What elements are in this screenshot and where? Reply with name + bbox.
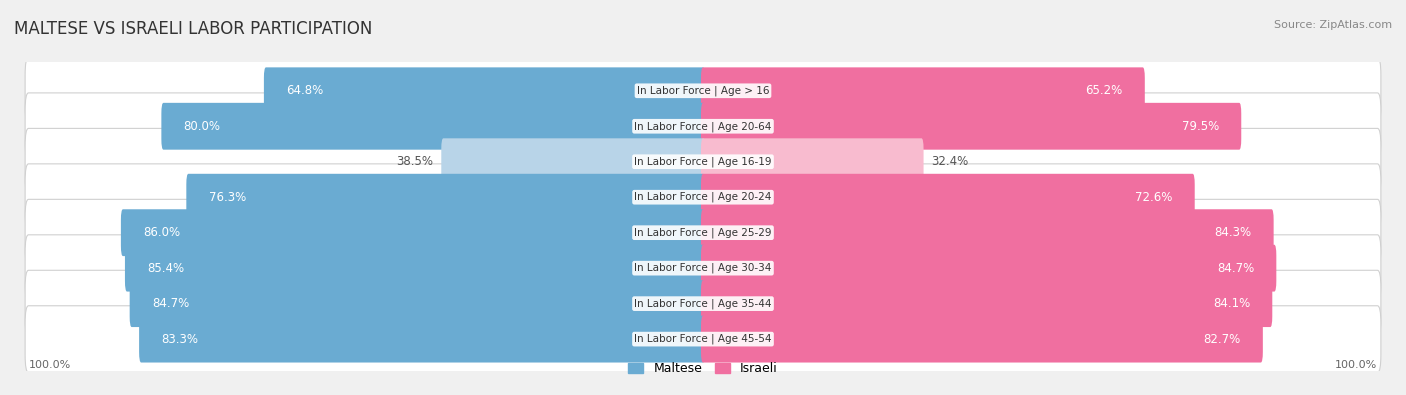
Text: 80.0%: 80.0%: [184, 120, 221, 133]
FancyBboxPatch shape: [139, 316, 704, 363]
Text: In Labor Force | Age 35-44: In Labor Force | Age 35-44: [634, 298, 772, 309]
FancyBboxPatch shape: [25, 93, 1381, 160]
FancyBboxPatch shape: [25, 164, 1381, 231]
Text: 32.4%: 32.4%: [932, 155, 969, 168]
FancyBboxPatch shape: [129, 280, 704, 327]
FancyBboxPatch shape: [702, 245, 1277, 292]
Text: 64.8%: 64.8%: [287, 84, 323, 97]
Text: 84.7%: 84.7%: [1216, 261, 1254, 275]
Text: 76.3%: 76.3%: [208, 191, 246, 204]
FancyBboxPatch shape: [25, 199, 1381, 266]
FancyBboxPatch shape: [25, 270, 1381, 337]
FancyBboxPatch shape: [702, 103, 1241, 150]
FancyBboxPatch shape: [125, 245, 704, 292]
FancyBboxPatch shape: [702, 280, 1272, 327]
Text: 100.0%: 100.0%: [28, 360, 70, 370]
Text: In Labor Force | Age 30-34: In Labor Force | Age 30-34: [634, 263, 772, 273]
Text: 84.3%: 84.3%: [1215, 226, 1251, 239]
FancyBboxPatch shape: [702, 68, 1144, 114]
FancyBboxPatch shape: [121, 209, 704, 256]
Text: In Labor Force | Age 25-29: In Labor Force | Age 25-29: [634, 228, 772, 238]
Text: 85.4%: 85.4%: [148, 261, 184, 275]
FancyBboxPatch shape: [25, 128, 1381, 195]
FancyBboxPatch shape: [702, 174, 1195, 221]
FancyBboxPatch shape: [702, 316, 1263, 363]
Text: MALTESE VS ISRAELI LABOR PARTICIPATION: MALTESE VS ISRAELI LABOR PARTICIPATION: [14, 20, 373, 38]
FancyBboxPatch shape: [25, 235, 1381, 301]
FancyBboxPatch shape: [187, 174, 704, 221]
Text: 83.3%: 83.3%: [162, 333, 198, 346]
Text: Source: ZipAtlas.com: Source: ZipAtlas.com: [1274, 20, 1392, 30]
Text: 84.1%: 84.1%: [1213, 297, 1250, 310]
Text: 86.0%: 86.0%: [143, 226, 180, 239]
Text: In Labor Force | Age > 16: In Labor Force | Age > 16: [637, 86, 769, 96]
Text: 38.5%: 38.5%: [396, 155, 433, 168]
Text: 65.2%: 65.2%: [1085, 84, 1122, 97]
Text: In Labor Force | Age 20-24: In Labor Force | Age 20-24: [634, 192, 772, 203]
FancyBboxPatch shape: [25, 306, 1381, 372]
Text: In Labor Force | Age 16-19: In Labor Force | Age 16-19: [634, 156, 772, 167]
Legend: Maltese, Israeli: Maltese, Israeli: [623, 357, 783, 380]
Text: 79.5%: 79.5%: [1182, 120, 1219, 133]
Text: In Labor Force | Age 45-54: In Labor Force | Age 45-54: [634, 334, 772, 344]
FancyBboxPatch shape: [162, 103, 704, 150]
FancyBboxPatch shape: [264, 68, 704, 114]
Text: 100.0%: 100.0%: [1336, 360, 1378, 370]
Text: 72.6%: 72.6%: [1135, 191, 1173, 204]
Text: 82.7%: 82.7%: [1204, 333, 1240, 346]
FancyBboxPatch shape: [702, 138, 924, 185]
FancyBboxPatch shape: [25, 57, 1381, 124]
FancyBboxPatch shape: [702, 209, 1274, 256]
Text: 84.7%: 84.7%: [152, 297, 190, 310]
FancyBboxPatch shape: [441, 138, 704, 185]
Text: In Labor Force | Age 20-64: In Labor Force | Age 20-64: [634, 121, 772, 132]
